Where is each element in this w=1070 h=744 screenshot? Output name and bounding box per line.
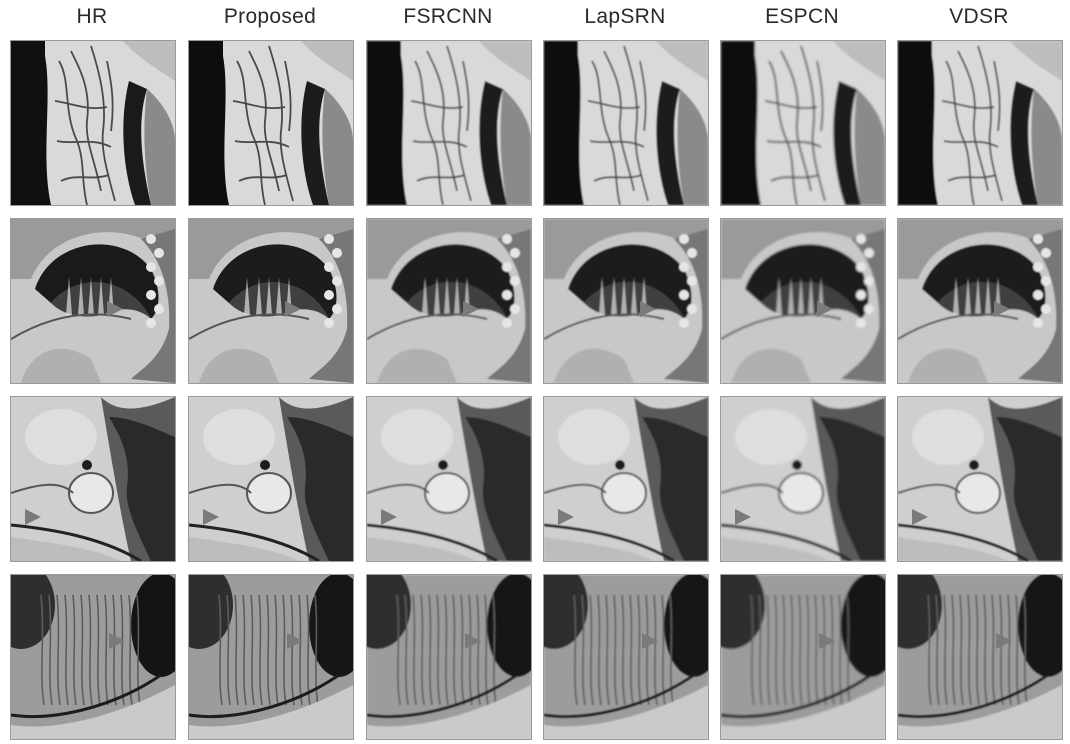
image-panel — [188, 218, 354, 384]
pointer-arrow-icon — [287, 633, 303, 649]
pointer-arrow-icon — [463, 301, 479, 317]
image-panel — [366, 574, 532, 740]
column-header-proposed: Proposed — [223, 5, 317, 28]
image-panel — [543, 40, 709, 206]
image-panel — [897, 574, 1063, 740]
image-panel — [188, 396, 354, 562]
image-panel — [10, 218, 176, 384]
pointer-arrow-icon — [558, 509, 574, 525]
image-panel — [366, 40, 532, 206]
pointer-arrow-icon — [819, 633, 835, 649]
image-panel — [543, 396, 709, 562]
pointer-arrow-icon — [285, 301, 301, 317]
image-panel — [720, 40, 886, 206]
image-panel — [10, 40, 176, 206]
column-header-vdsr: VDSR — [949, 5, 1009, 28]
column-header-lapsrn: LapSRN — [584, 5, 666, 28]
pointer-arrow-icon — [25, 509, 41, 525]
pointer-arrow-icon — [642, 633, 658, 649]
image-panel — [897, 396, 1063, 562]
pointer-arrow-icon — [912, 509, 928, 525]
pointer-arrow-icon — [735, 509, 751, 525]
column-header-fsrcnn: FSRCNN — [403, 5, 493, 28]
image-panel — [897, 218, 1063, 384]
image-panel — [188, 40, 354, 206]
image-panel — [366, 396, 532, 562]
pointer-arrow-icon — [109, 633, 125, 649]
pointer-arrow-icon — [381, 509, 397, 525]
image-panel — [720, 574, 886, 740]
image-panel — [366, 218, 532, 384]
pointer-arrow-icon — [107, 301, 123, 317]
image-panel — [188, 574, 354, 740]
pointer-arrow-icon — [817, 301, 833, 317]
image-panel — [720, 396, 886, 562]
pointer-arrow-icon — [994, 301, 1010, 317]
image-panel — [10, 396, 176, 562]
pointer-arrow-icon — [640, 301, 656, 317]
pointer-arrow-icon — [465, 633, 481, 649]
pointer-arrow-icon — [203, 509, 219, 525]
column-header-espcn: ESPCN — [765, 5, 839, 28]
column-header-hr: HR — [76, 5, 108, 28]
image-panel — [720, 218, 886, 384]
image-panel — [10, 574, 176, 740]
image-panel — [543, 218, 709, 384]
image-panel — [543, 574, 709, 740]
image-panel — [897, 40, 1063, 206]
pointer-arrow-icon — [996, 633, 1012, 649]
